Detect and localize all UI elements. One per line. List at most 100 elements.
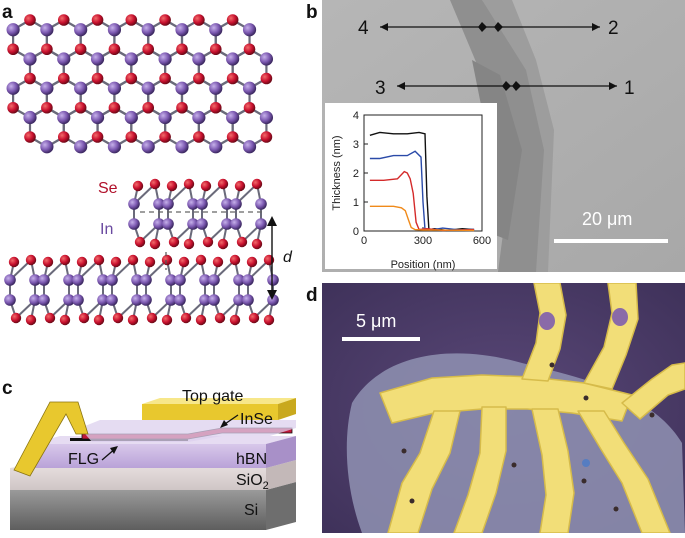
side-view-top-layer (128, 178, 267, 250)
se-atom (44, 312, 56, 324)
se-atom (226, 72, 239, 85)
in-atom (38, 274, 50, 286)
se-atom (159, 14, 171, 26)
se-atom (57, 131, 70, 143)
se-atom (74, 101, 87, 114)
se-atom (229, 254, 241, 266)
top-gate-top (142, 398, 296, 404)
sio2-label: SiO2 (236, 472, 269, 492)
in-atom (226, 52, 240, 66)
in-atom (230, 218, 242, 230)
y-tick-label: 0 (353, 226, 359, 238)
se-atom (166, 180, 178, 192)
in-atom (97, 294, 109, 306)
se-atom (132, 180, 144, 192)
sio2-layer (10, 468, 266, 490)
in-atom (74, 140, 88, 154)
in-atom (226, 110, 240, 125)
se-atom (112, 312, 124, 324)
hbn-label: hBN (236, 451, 267, 468)
in-atom (259, 52, 274, 66)
contact-patch (539, 312, 555, 330)
in-atom (74, 81, 88, 95)
gold-electrodes (379, 282, 685, 534)
side-bonds (133, 183, 262, 245)
flake-main (450, 0, 548, 272)
in-atom (6, 81, 20, 95)
se-atom (209, 101, 222, 114)
in-atom (192, 110, 206, 125)
in-atom (141, 23, 155, 37)
se-atom (24, 72, 36, 85)
y-tick-label: 3 (353, 139, 359, 151)
se-atom (57, 14, 70, 26)
x-tick-label: 300 (414, 235, 432, 247)
in-atom (72, 274, 84, 286)
se-atom (134, 236, 146, 248)
series-line-4 (369, 205, 475, 232)
in-atom (221, 218, 233, 230)
in-atom (107, 81, 122, 95)
in-atom (209, 140, 223, 154)
in-atom (158, 52, 172, 66)
in-atom (90, 52, 105, 66)
in-atom (209, 23, 223, 37)
in-atom (242, 294, 254, 306)
in-atom (38, 294, 50, 306)
in-atom (90, 110, 105, 125)
flg-label: FLG (68, 451, 99, 468)
in-atom (196, 218, 208, 230)
x-axis-label: Position (nm) (391, 259, 456, 271)
in-atom (4, 294, 16, 306)
contact-electrode (13, 401, 89, 477)
se-atom (59, 254, 71, 266)
series-line-3 (369, 170, 475, 232)
marker-3: 3 (375, 78, 386, 99)
se-label: Se (98, 180, 118, 197)
in-atom (29, 274, 41, 286)
marker-4: 4 (358, 18, 369, 39)
thickness-profile-chart: 0 1 2 3 4 0 300 600 Position (nm) Thickness (nm) (331, 110, 491, 271)
in-atom (124, 52, 138, 66)
in-atom (165, 274, 177, 286)
se-atom (251, 238, 263, 250)
optical-image-panel: 4 2 3 1 20 μm 0 1 2 3 4 0 300 600 Position (nm) T… (322, 0, 685, 272)
se-atom (243, 101, 256, 114)
in-label: In (100, 221, 113, 238)
se-atom (7, 43, 19, 56)
in-atom (208, 274, 220, 286)
se-atom (260, 131, 273, 143)
se-atom (243, 43, 256, 56)
in-atom (175, 140, 189, 154)
se-atom (24, 131, 36, 143)
se-atom (57, 72, 70, 85)
in-atom (128, 218, 140, 230)
se-atom (91, 131, 104, 143)
in-atom (165, 294, 177, 306)
se-atom (10, 312, 22, 324)
se-atom (146, 312, 158, 324)
se-atom (25, 254, 37, 266)
in-atom (74, 23, 88, 37)
side-atoms (128, 178, 267, 250)
in-atom (208, 294, 220, 306)
in-atom (209, 81, 223, 95)
d-label: d (283, 249, 293, 266)
in-atom (153, 218, 165, 230)
se-atom (159, 131, 171, 143)
in-atom (175, 23, 189, 37)
se-atom (149, 238, 161, 250)
in-atom (72, 294, 84, 306)
in-atom (174, 274, 186, 286)
in-atom (255, 198, 267, 210)
se-atom (176, 43, 188, 56)
se-atom (260, 72, 273, 85)
in-atom (140, 294, 152, 306)
marker-1: 1 (624, 78, 635, 99)
se-atom (248, 312, 260, 324)
se-atom (226, 14, 239, 26)
in-atom (23, 52, 37, 66)
se-atom (263, 314, 275, 326)
top-gate (142, 404, 278, 420)
crystal-structure-panel: d Se In (0, 0, 300, 340)
